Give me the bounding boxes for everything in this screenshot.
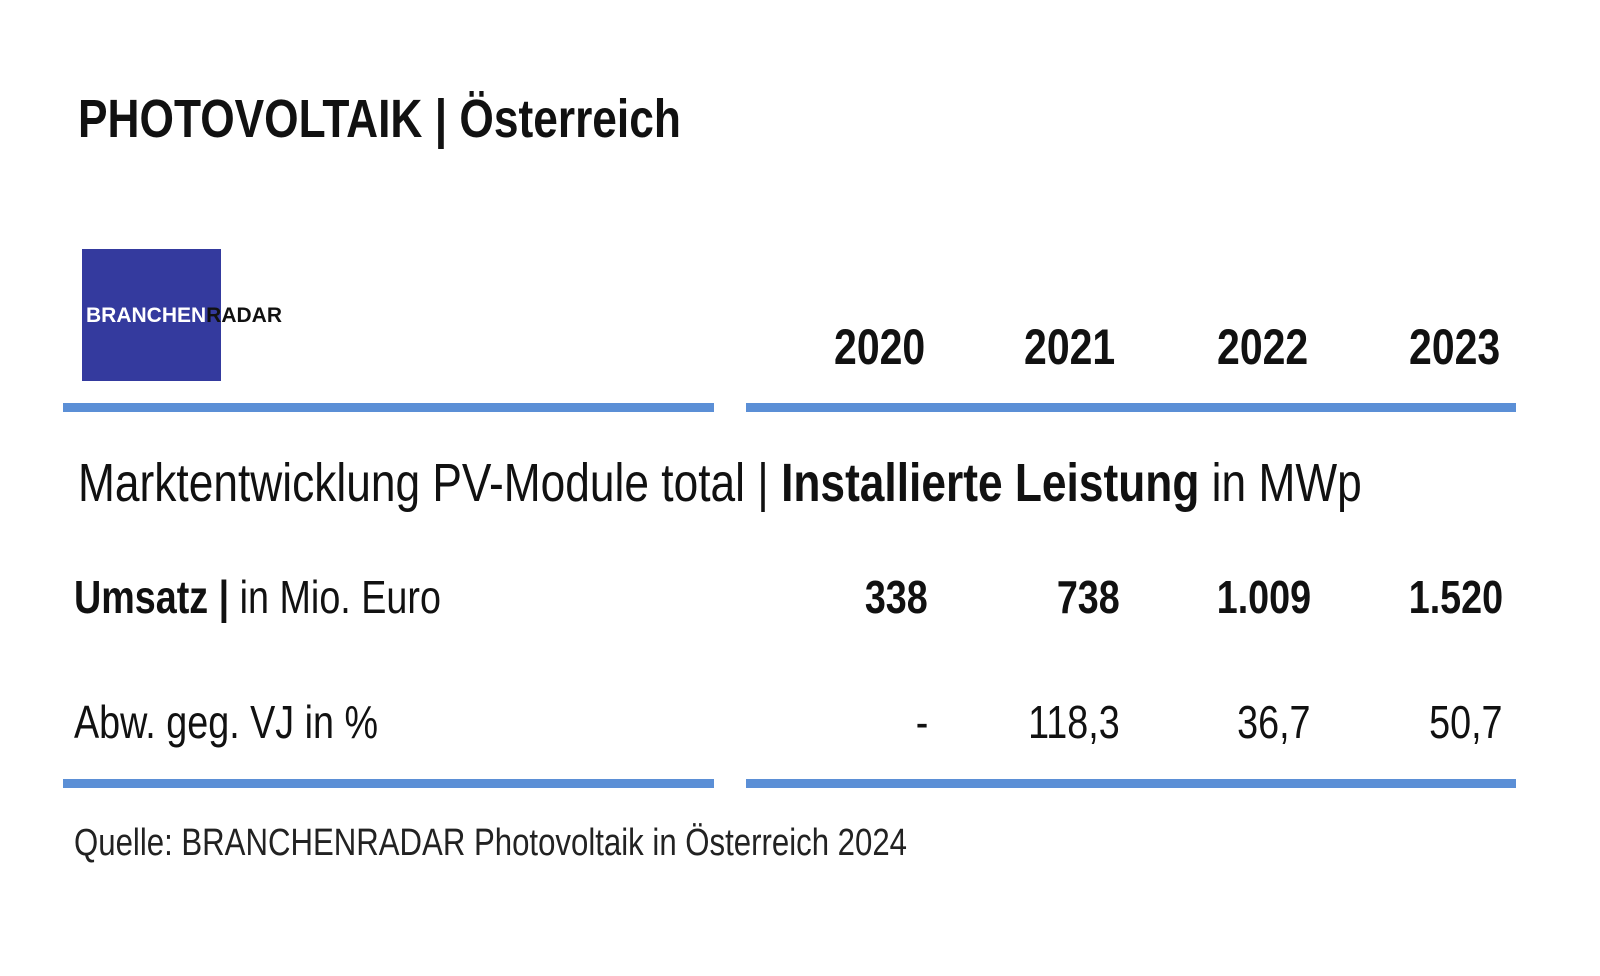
cell-umsatz-2023: 1.520 [1408,571,1503,623]
column-header-2020: 2020 [833,319,925,375]
logo-box [82,249,221,381]
top-divider-right [746,403,1516,412]
bottom-divider-left [63,779,714,788]
table-subtitle: Marktentwicklung PV-Module total | Insta… [78,453,1362,513]
source-note: Quelle: BRANCHENRADAR Photovoltaik in Ös… [74,822,908,864]
page-title: PHOTOVOLTAIK | Österreich [78,89,681,149]
cell-abw-2022: 36,7 [1237,696,1311,748]
row-label-abweichung: Abw. geg. VJ in % [74,696,379,748]
column-header-2021: 2021 [1023,319,1115,375]
column-header-2023: 2023 [1408,319,1500,375]
row-label-umsatz: Umsatz | in Mio. Euro [74,571,441,623]
column-header-2022: 2022 [1216,319,1308,375]
cell-abw-2023: 50,7 [1429,696,1503,748]
top-divider-left [63,403,714,412]
cell-abw-2020: - [915,696,928,748]
cell-umsatz-2020: 338 [865,571,928,623]
cell-umsatz-2022: 1.009 [1216,571,1311,623]
cell-abw-2021: 118,3 [1028,696,1120,748]
branchenradar-logo: BRANCHENRADAR [86,304,282,327]
cell-umsatz-2021: 738 [1057,571,1120,623]
bottom-divider-right [746,779,1516,788]
